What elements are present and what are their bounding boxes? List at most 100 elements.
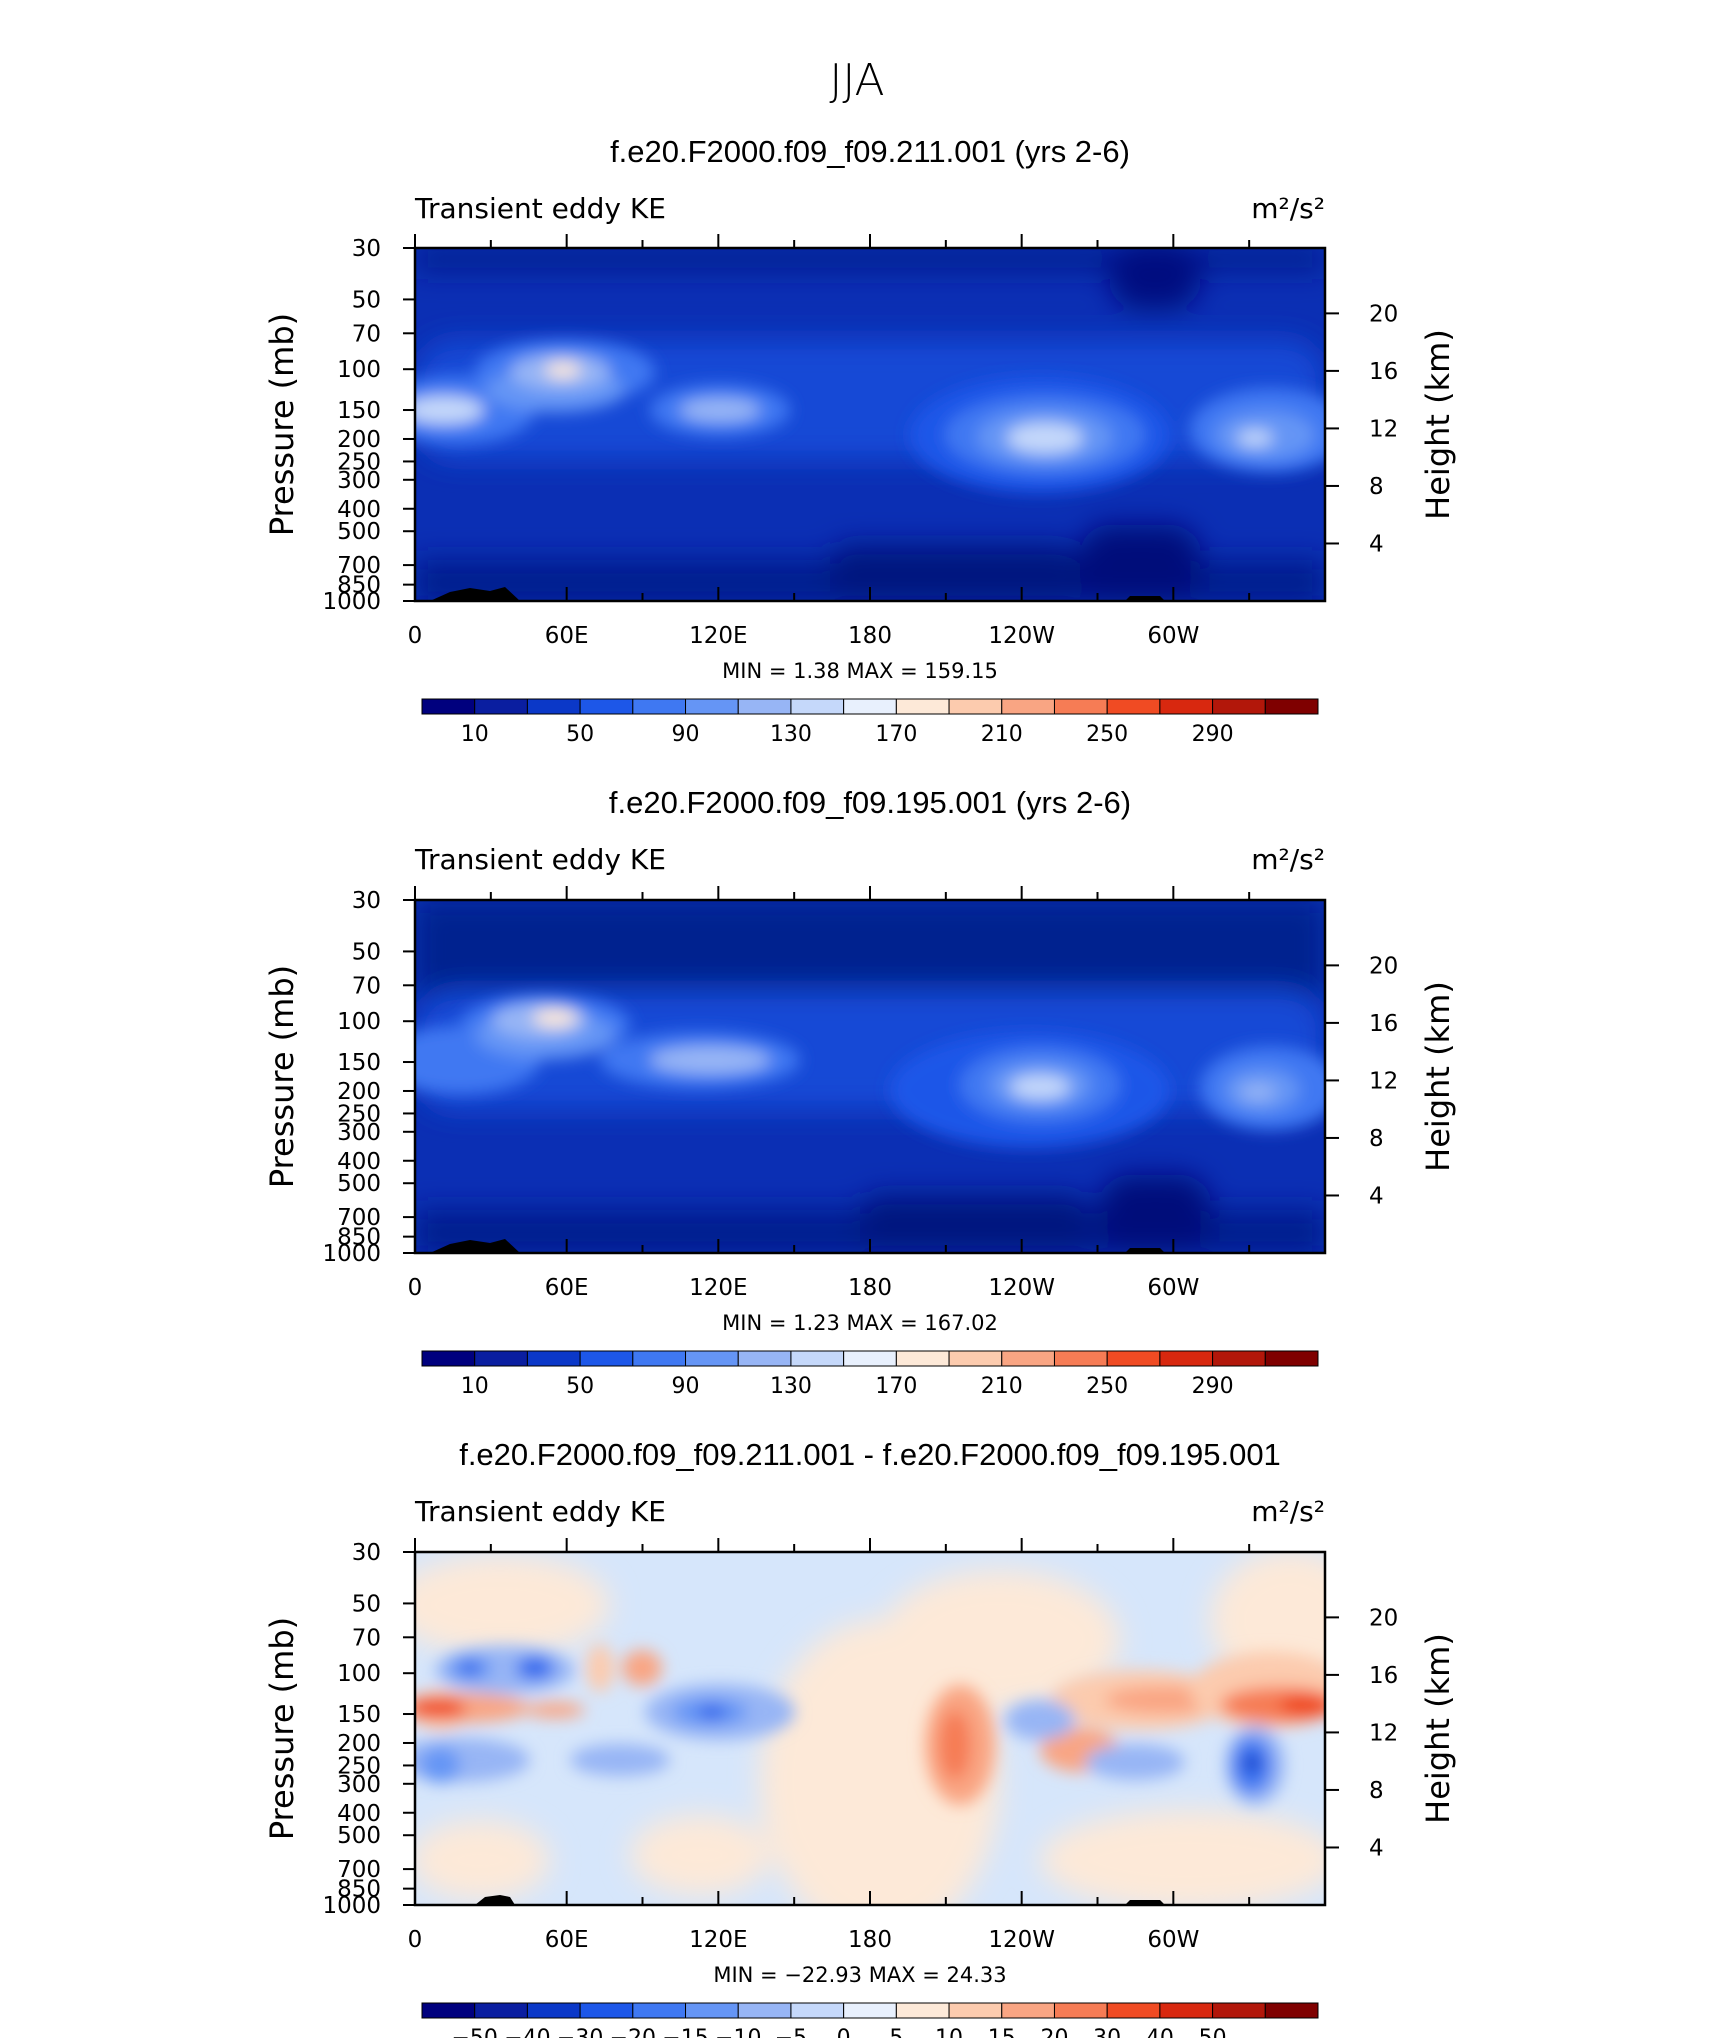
height-tick-label: 8 — [1369, 1778, 1384, 1804]
min-max-stats: MIN = 1.23 MAX = 167.02 — [722, 1311, 998, 1335]
y-tick-label: 200 — [337, 1079, 381, 1105]
colorbar-swatch — [948, 1350, 1003, 1367]
colorbar-swatch — [474, 698, 528, 715]
height-tick-label: 8 — [1369, 1126, 1384, 1152]
y-tick-label: 700 — [337, 1857, 381, 1883]
y-tick-label: 500 — [337, 519, 381, 545]
colorbar-swatch — [526, 1350, 581, 1367]
colorbar-swatch — [632, 698, 687, 715]
jet-contour — [1237, 430, 1273, 446]
upper-band — [415, 248, 1325, 270]
panel-title: f.e20.F2000.f09_f09.211.001 - f.e20.F200… — [459, 1437, 1281, 1472]
negative-core — [525, 1662, 545, 1674]
colorbar-swatch — [1001, 1350, 1055, 1367]
positive-region — [630, 1815, 770, 1895]
colorbar-swatch — [632, 1350, 687, 1367]
colorbar-swatch — [1212, 698, 1266, 715]
panel-3: f.e20.F2000.f09_f09.211.001 - f.e20.F200… — [263, 1437, 1457, 2038]
colorbar-swatch — [843, 698, 897, 715]
y-tick-label: 700 — [337, 553, 381, 579]
y-tick-label: 500 — [337, 1171, 381, 1197]
x-tick-label: 60E — [545, 1275, 589, 1301]
y2-axis-title: Height (km) — [1419, 1633, 1457, 1824]
colorbar-label: 10 — [461, 1374, 489, 1399]
y-tick-label: 850 — [337, 1877, 381, 1903]
topography — [475, 1895, 515, 1905]
y-tick-label: 200 — [337, 1731, 381, 1757]
y-tick-label: 250 — [337, 1101, 381, 1127]
page-title: JJA — [829, 55, 884, 106]
colorbar-swatch — [474, 2002, 528, 2019]
colorbar-swatch — [1053, 698, 1108, 715]
y-tick-label: 200 — [337, 427, 381, 453]
colorbar-label: 40 — [1146, 2026, 1174, 2038]
colorbar-swatch — [1212, 2002, 1266, 2019]
contour-field — [415, 1552, 1325, 1905]
negative-contour — [420, 1747, 460, 1783]
height-tick-label: 12 — [1369, 1720, 1398, 1746]
colorbar-label: −5 — [775, 2026, 807, 2038]
colorbar-label: −20 — [610, 2026, 656, 2038]
panel-left-label: Transient eddy KE — [414, 1495, 666, 1528]
jet-core — [545, 362, 581, 378]
y-tick-label: 100 — [337, 357, 381, 383]
jet-contour — [1240, 1084, 1276, 1100]
y-tick-label: 150 — [337, 1702, 381, 1728]
y-tick-label: 150 — [337, 398, 381, 424]
colorbar-swatch — [1106, 1350, 1161, 1367]
colorbar-swatch — [737, 698, 792, 715]
upper-lobe — [1110, 248, 1200, 310]
colorbar-label: 10 — [461, 722, 489, 747]
colorbar-label: −15 — [662, 2026, 708, 2038]
negative-contour — [1085, 1744, 1185, 1780]
colorbar-label: 170 — [875, 1374, 917, 1399]
negative-contour — [570, 1744, 670, 1776]
colorbar-swatch — [1159, 1350, 1214, 1367]
y-tick-label: 300 — [337, 468, 381, 494]
y-tick-label: 850 — [337, 1225, 381, 1251]
colorbar-swatch — [1159, 2002, 1214, 2019]
jet-contour — [1010, 1075, 1070, 1099]
colorbar-label: 50 — [566, 722, 594, 747]
colorbar-label: 90 — [672, 722, 700, 747]
min-max-stats: MIN = −22.93 MAX = 24.33 — [713, 1963, 1006, 1987]
jet-contour — [680, 398, 760, 422]
jet-contour — [1007, 423, 1083, 453]
colorbar-swatch — [737, 1350, 792, 1367]
height-tick-label: 20 — [1369, 953, 1398, 979]
y-tick-label: 400 — [337, 1801, 381, 1827]
negative-core — [698, 1706, 726, 1718]
y-tick-label: 1000 — [322, 1893, 381, 1919]
colorbar-swatch — [474, 1350, 528, 1367]
x-tick-label: 0 — [408, 623, 423, 649]
y-tick-label: 30 — [352, 236, 381, 262]
colorbar-swatch — [790, 1350, 845, 1367]
panel-units: m²/s² — [1251, 843, 1325, 876]
x-tick-label: 120W — [988, 623, 1055, 649]
colorbar-label: 210 — [981, 1374, 1023, 1399]
panel-title: f.e20.F2000.f09_f09.195.001 (yrs 2-6) — [609, 785, 1131, 820]
y-tick-label: 30 — [352, 888, 381, 914]
colorbar-swatch — [685, 2002, 739, 2019]
colorbar-swatch — [1106, 2002, 1161, 2019]
x-tick-label: 120E — [689, 1927, 747, 1953]
positive-contour — [622, 1650, 662, 1686]
colorbar-label: 290 — [1192, 1374, 1234, 1399]
colorbar-swatch — [948, 698, 1003, 715]
colorbar-swatch — [1001, 698, 1055, 715]
y-tick-label: 30 — [352, 1540, 381, 1566]
panel-2: f.e20.F2000.f09_f09.195.001 (yrs 2-6) Tr… — [263, 785, 1457, 1399]
x-tick-label: 120W — [988, 1927, 1055, 1953]
surface-lobe-1 — [860, 1195, 1090, 1253]
x-tick-label: 180 — [848, 1927, 892, 1953]
colorbar-label: 130 — [770, 1374, 812, 1399]
colorbar-label: 15 — [988, 2026, 1016, 2038]
positive-region — [415, 1820, 550, 1900]
colorbar-swatch — [421, 2002, 476, 2019]
colorbar-swatch — [579, 1350, 634, 1367]
y-tick-label: 70 — [352, 321, 381, 347]
colorbar-swatch — [895, 2002, 950, 2019]
height-tick-label: 16 — [1369, 1663, 1398, 1689]
height-tick-label: 20 — [1369, 1605, 1398, 1631]
contour-field — [415, 900, 1325, 1253]
